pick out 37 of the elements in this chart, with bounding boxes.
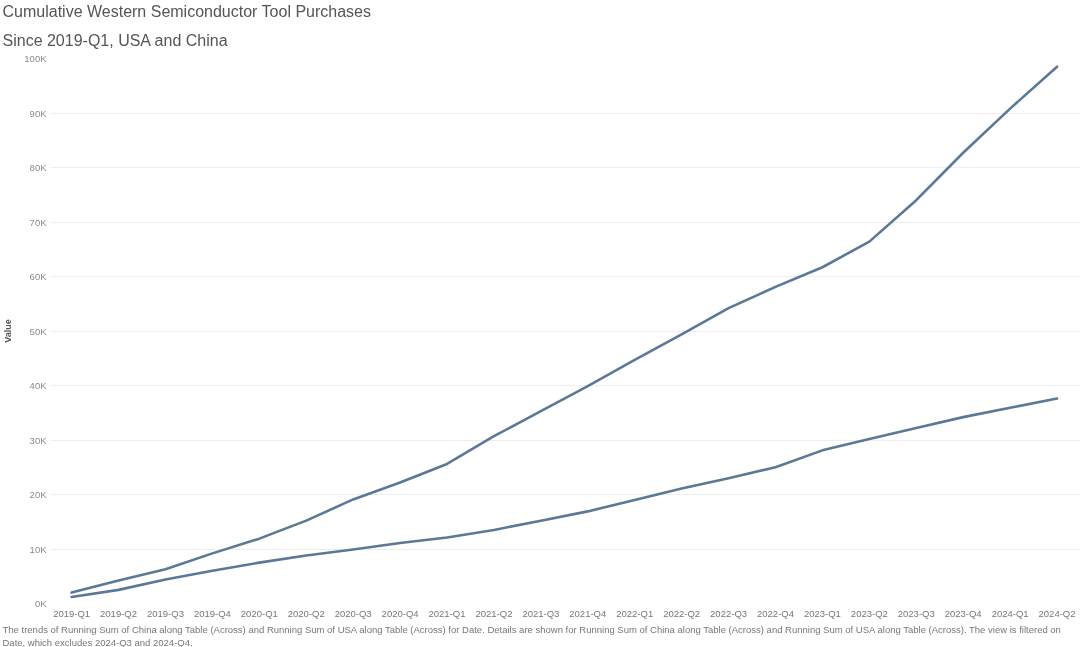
x-tick-label: 2022-Q1 bbox=[616, 607, 654, 619]
x-tick-label: 2022-Q2 bbox=[663, 607, 701, 619]
x-tick-label: 2024-Q1 bbox=[991, 607, 1029, 619]
x-tick-label: 2019-Q1 bbox=[53, 607, 91, 619]
y-tick-label: 100K bbox=[24, 53, 48, 64]
y-tick-label: 50K bbox=[29, 325, 48, 337]
chart-title: Cumulative Western Semiconductor Tool Purchases bbox=[2, 2, 371, 20]
x-tick-label: 2019-Q2 bbox=[100, 607, 138, 619]
y-tick-label: 70K bbox=[29, 216, 48, 228]
y-tick-label: 40K bbox=[29, 380, 48, 391]
x-tick-label: 2019-Q3 bbox=[146, 607, 184, 619]
x-tick-label: 2023-Q1 bbox=[803, 607, 841, 619]
y-tick-label: 30K bbox=[29, 434, 48, 446]
x-tick-label: 2022-Q3 bbox=[710, 607, 748, 619]
text: The trends of Running Sum of China along Table (Across) and Running Sum of USA along Table (Across) for Date. Details are shown for Running Sum of China along Table (Across) and Running Sum of USA along Table (Across). The view is filtered on Date, which excludes 2024-Q3 and 2024-Q4. bbox=[2, 623, 1061, 647]
y-tick-label: 90K bbox=[29, 107, 48, 119]
x-tick-label: 2021-Q3 bbox=[522, 607, 560, 619]
x-tick-label: 2023-Q4 bbox=[944, 607, 982, 619]
x-tick-label: 2022-Q4 bbox=[757, 607, 794, 619]
x-tick-label: 2021-Q4 bbox=[569, 607, 607, 619]
x-tick-label: 2019-Q4 bbox=[193, 607, 231, 619]
x-tick-label: 2020-Q2 bbox=[287, 607, 325, 619]
y-tick-label: 20K bbox=[29, 489, 48, 500]
x-tick-label: 2024-Q2 bbox=[1038, 607, 1076, 619]
x-tick-label: 2023-Q3 bbox=[897, 607, 935, 619]
y-tick-label: 80K bbox=[29, 162, 48, 173]
x-tick-label: 2020-Q1 bbox=[240, 607, 278, 619]
y-tick-label: 0K bbox=[34, 598, 48, 609]
chart-subtitle: Since 2019-Q1, USA and China bbox=[2, 31, 228, 49]
x-tick-label: 2020-Q4 bbox=[381, 607, 419, 619]
y-tick-label: 60K bbox=[29, 271, 48, 282]
y-axis-title: Value bbox=[3, 319, 14, 343]
x-tick-label: 2023-Q2 bbox=[850, 607, 888, 619]
x-tick-label: 2020-Q3 bbox=[334, 607, 372, 619]
y-tick-label: 10K bbox=[29, 543, 48, 555]
x-tick-label: 2021-Q2 bbox=[475, 607, 513, 619]
x-tick-label: 2021-Q1 bbox=[428, 607, 466, 619]
